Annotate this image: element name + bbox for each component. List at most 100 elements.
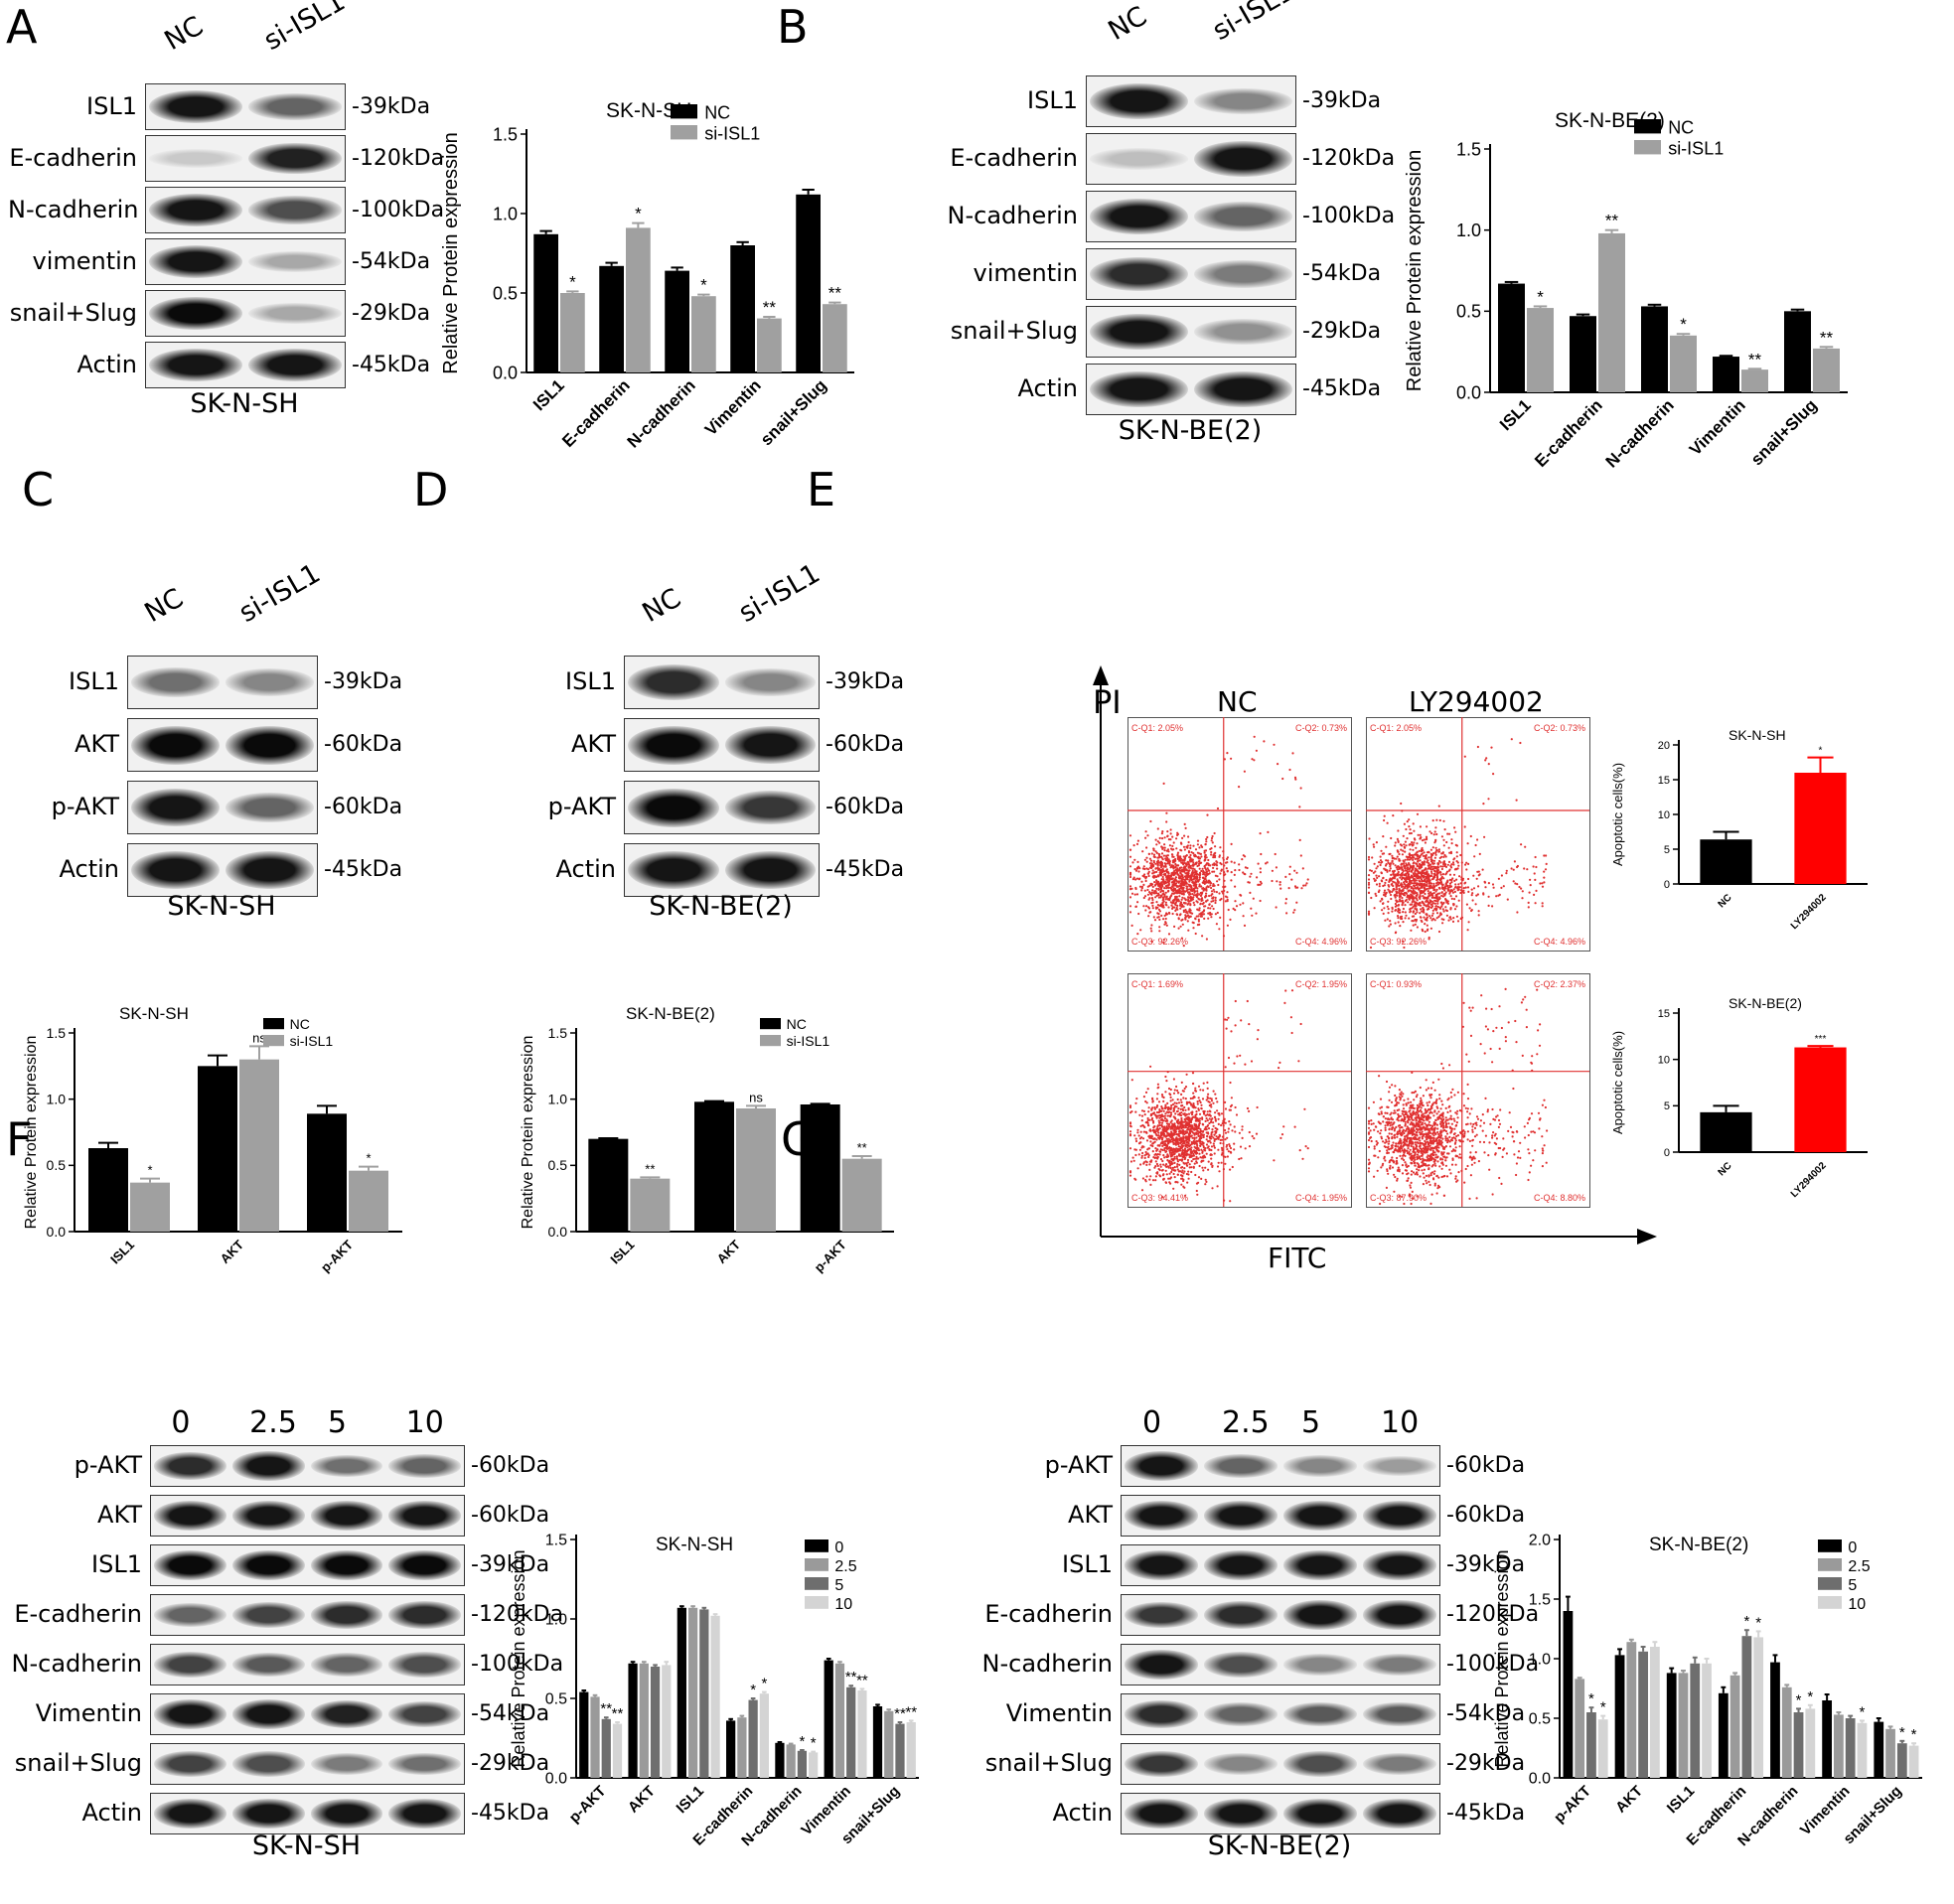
event-dot <box>1169 832 1172 835</box>
event-dot <box>1456 889 1459 892</box>
event-dot <box>1136 860 1139 863</box>
panel-e-y-axis-label: PI <box>1093 683 1122 721</box>
event-dot <box>1491 1107 1494 1111</box>
event-dot <box>1367 1167 1371 1170</box>
event-dot <box>1183 1132 1186 1136</box>
event-dot <box>1404 840 1407 843</box>
protein-band <box>1363 1799 1436 1829</box>
event-dot <box>1472 1155 1475 1158</box>
event-dot <box>1147 874 1150 878</box>
event-dot <box>1417 886 1420 889</box>
event-dot <box>1191 1130 1194 1133</box>
event-dot <box>1174 1181 1177 1184</box>
event-dot <box>1428 1174 1430 1177</box>
blot-strip <box>150 1594 465 1636</box>
event-dot <box>1234 909 1237 912</box>
event-dot <box>1192 1154 1195 1157</box>
event-dot <box>1446 832 1449 835</box>
event-dot <box>1393 881 1396 884</box>
event-dot <box>1230 1097 1233 1099</box>
event-dot <box>1507 1021 1510 1024</box>
event-dot <box>1156 912 1159 915</box>
event-dot <box>1202 1145 1205 1149</box>
event-dot <box>1373 862 1376 865</box>
molecular-weight-label: -120kDa <box>1446 1602 1540 1627</box>
event-dot <box>1242 871 1245 874</box>
event-dot <box>1409 854 1412 857</box>
event-dot <box>1384 868 1387 872</box>
event-dot <box>1157 1119 1160 1122</box>
event-dot <box>1394 875 1397 878</box>
event-dot <box>1417 860 1420 863</box>
protein-band <box>1363 1456 1436 1476</box>
event-dot <box>1420 916 1423 919</box>
molecular-weight-label: -29kDa <box>471 1751 550 1776</box>
event-dot <box>1462 1104 1466 1107</box>
event-dot <box>1216 1100 1219 1103</box>
event-dot <box>1528 891 1531 894</box>
event-dot <box>1148 911 1151 914</box>
blot-row-label: p-AKT <box>74 1451 142 1479</box>
event-dot <box>1193 1151 1196 1154</box>
event-dot <box>1194 1115 1197 1119</box>
event-dot <box>1448 886 1451 889</box>
event-dot <box>1183 1140 1186 1143</box>
event-dot <box>1188 879 1191 882</box>
event-dot <box>1383 814 1386 817</box>
event-dot <box>1202 887 1205 890</box>
event-dot <box>1515 1162 1518 1165</box>
event-dot <box>1158 1144 1161 1147</box>
event-dot <box>1298 806 1301 808</box>
event-dot <box>1158 926 1161 929</box>
event-dot <box>1433 870 1436 873</box>
event-dot <box>1207 1160 1210 1163</box>
event-dot <box>1174 866 1177 869</box>
event-dot <box>1185 877 1189 880</box>
event-dot <box>1533 872 1536 875</box>
event-dot <box>1502 1137 1505 1140</box>
protein-band <box>1090 370 1188 408</box>
event-dot <box>1441 895 1444 898</box>
event-dot <box>1167 898 1170 901</box>
event-dot <box>1520 1001 1523 1004</box>
event-dot <box>1183 1105 1186 1109</box>
quadrant-percentage-label: C-Q3: 92.26% <box>1370 937 1427 947</box>
event-dot <box>1161 1125 1164 1128</box>
event-dot <box>1187 1177 1190 1180</box>
event-dot <box>1177 1101 1181 1104</box>
event-dot <box>1455 851 1458 854</box>
event-dot <box>1373 907 1376 910</box>
event-dot <box>1171 871 1174 874</box>
event-dot <box>1377 1130 1380 1133</box>
event-dot <box>1463 755 1466 758</box>
event-dot <box>1435 832 1438 836</box>
event-dot <box>1181 862 1184 865</box>
event-dot <box>1167 933 1171 936</box>
event-dot <box>1182 910 1185 914</box>
event-dot <box>1430 831 1433 835</box>
event-dot <box>1140 885 1144 888</box>
event-dot <box>1206 1081 1209 1084</box>
event-dot <box>1426 870 1428 873</box>
event-dot <box>1184 1149 1187 1153</box>
event-dot <box>1405 1129 1408 1132</box>
event-dot <box>1164 1150 1167 1153</box>
event-dot <box>1167 886 1170 889</box>
event-dot <box>1455 905 1458 908</box>
event-dot <box>1193 1096 1196 1098</box>
event-dot <box>1448 868 1451 871</box>
event-dot <box>1181 859 1184 862</box>
event-dot <box>1145 905 1148 908</box>
event-dot <box>1164 1139 1167 1142</box>
panel-e-axes <box>1093 665 1657 1245</box>
event-dot <box>1156 916 1159 919</box>
event-dot <box>1151 1100 1154 1103</box>
event-dot <box>1198 913 1201 916</box>
event-dot <box>1178 1158 1181 1161</box>
event-dot <box>1203 858 1206 861</box>
event-dot <box>1191 869 1194 873</box>
event-dot <box>1194 894 1198 897</box>
event-dot <box>1370 869 1373 872</box>
blot-strip <box>150 1743 465 1785</box>
event-dot <box>1489 1047 1492 1051</box>
